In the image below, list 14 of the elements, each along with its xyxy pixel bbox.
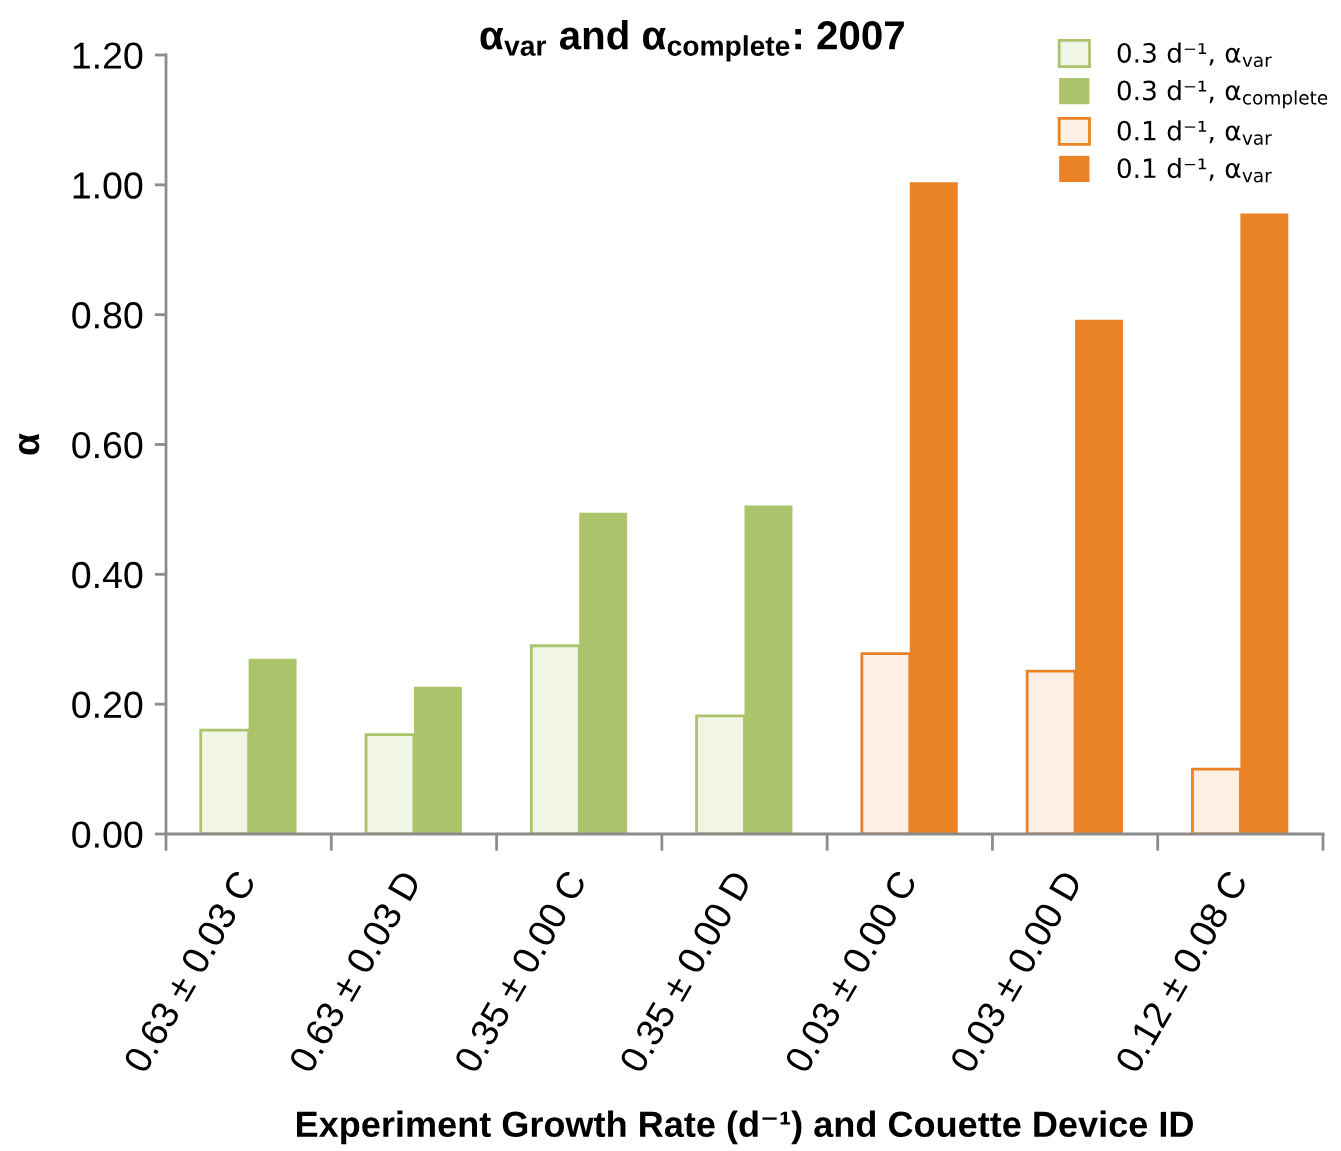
y-tick-label: 0.00 <box>72 821 143 848</box>
legend-label: 0.3 d⁻¹, α$_{var}$ <box>1117 42 1272 68</box>
y-tick-label: 1.00 <box>73 172 143 199</box>
x-axis-title: Experiment Growth Rate (d⁻¹) and Couette Device ID <box>296 1110 1193 1145</box>
y-tick-label: 0.20 <box>72 691 143 719</box>
legend-label: 0.1 d⁻¹, α$_{var}$ <box>1117 120 1272 145</box>
y-axis-title: α <box>18 433 40 455</box>
y-tick-label: 0.60 <box>72 431 143 459</box>
y-tick-label: 0.40 <box>72 561 143 589</box>
legend-label: 0.3 d⁻¹, α$_{complete}$ <box>1117 80 1328 109</box>
legend-label: 0.1 d⁻¹, α$_{var}$ <box>1117 157 1272 183</box>
y-tick-label: 1.20 <box>73 42 143 69</box>
chart-title: α$_{var}$ and α$_{complete}$: 2007 <box>480 20 904 62</box>
y-tick-label: 0.80 <box>72 302 143 329</box>
